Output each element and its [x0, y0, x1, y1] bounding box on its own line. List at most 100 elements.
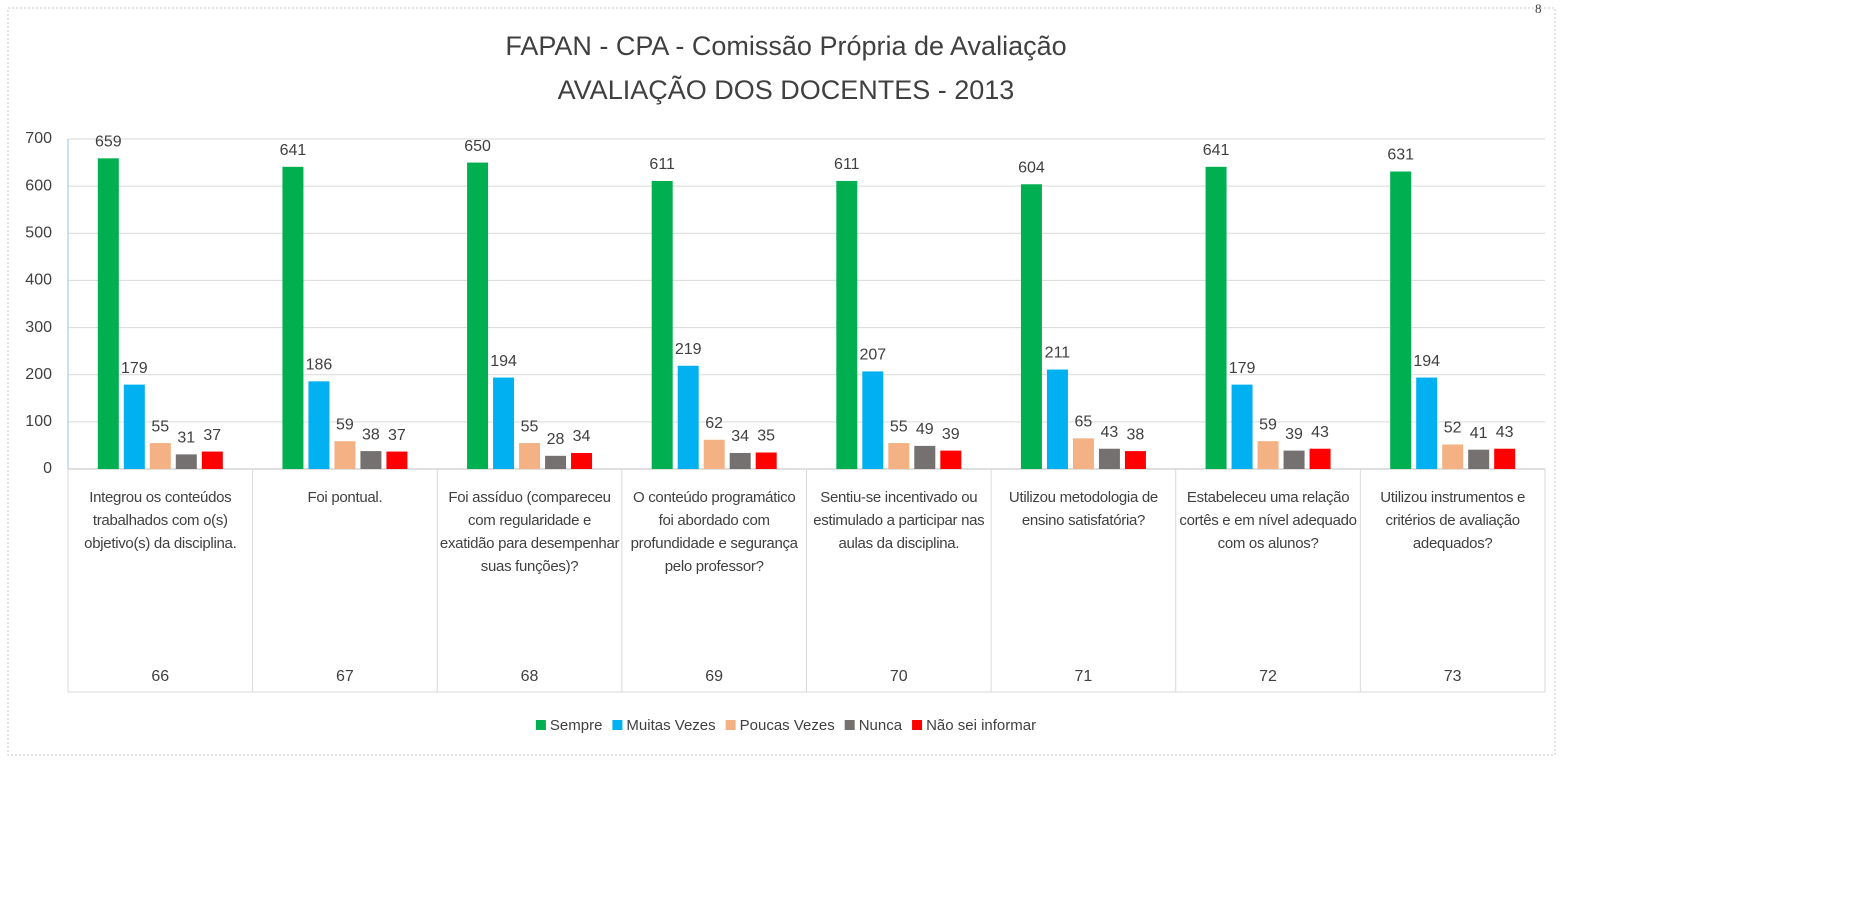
value-label: 211	[1045, 345, 1071, 362]
x-category-code: 71	[1075, 668, 1093, 685]
y-tick-label: 100	[25, 413, 52, 430]
value-label: 194	[1413, 353, 1440, 370]
bar	[545, 455, 567, 469]
bar	[651, 180, 673, 469]
bar	[519, 443, 541, 469]
bar	[836, 180, 858, 469]
legend-label: Sempre	[550, 717, 603, 734]
y-tick-label: 500	[25, 225, 52, 242]
y-tick-label: 600	[25, 177, 52, 194]
x-category-code: 67	[336, 668, 354, 685]
bar	[571, 452, 593, 469]
value-label: 41	[1470, 425, 1488, 442]
value-label: 65	[1075, 414, 1093, 431]
x-category-label: Integrou os conteúdos trabalhados com o(…	[84, 489, 237, 552]
value-label: 186	[306, 357, 333, 374]
value-label: 38	[362, 426, 380, 443]
value-label: 39	[1285, 426, 1303, 443]
bar	[1494, 448, 1516, 469]
bar	[1390, 171, 1412, 469]
value-label: 207	[859, 347, 886, 364]
bar	[703, 439, 725, 469]
bar	[1046, 369, 1068, 469]
value-label: 62	[705, 415, 723, 432]
x-category-code: 72	[1259, 668, 1277, 685]
x-category-label: Foi assíduo (compareceu com regularidade…	[439, 489, 620, 575]
value-label: 38	[1127, 426, 1145, 443]
x-category-code: 70	[890, 668, 908, 685]
value-label: 179	[121, 360, 148, 377]
value-label: 35	[757, 428, 775, 445]
legend-label: Não sei informar	[926, 717, 1036, 734]
value-label: 55	[521, 418, 539, 435]
chart-frame	[7, 7, 1556, 756]
bar	[1205, 166, 1227, 470]
bar	[1231, 384, 1253, 469]
value-label: 641	[1203, 142, 1230, 159]
bar	[360, 451, 382, 469]
value-label: 641	[280, 142, 307, 159]
legend-label: Nunca	[859, 717, 903, 734]
legend-label: Poucas Vezes	[740, 717, 835, 734]
value-label: 219	[675, 341, 702, 358]
value-label: 194	[490, 353, 517, 370]
legend-swatch	[912, 720, 923, 730]
legend-swatch	[612, 720, 623, 730]
legend-label: Muitas Vezes	[626, 717, 715, 734]
bar	[940, 450, 962, 469]
bar	[862, 371, 884, 469]
bar	[1257, 441, 1279, 469]
value-label: 631	[1387, 147, 1414, 164]
bar	[888, 443, 910, 469]
x-category-code: 66	[151, 668, 169, 685]
bar	[1442, 444, 1464, 469]
value-label: 659	[95, 134, 122, 151]
value-label: 59	[1259, 416, 1277, 433]
chart-subtitle: AVALIAÇÃO DOS DOCENTES - 2013	[558, 74, 1015, 105]
bar	[1072, 438, 1094, 469]
bar	[729, 452, 751, 469]
bar	[1020, 184, 1042, 469]
value-label: 604	[1018, 159, 1045, 176]
y-tick-label: 0	[43, 460, 52, 477]
value-label: 28	[547, 431, 565, 448]
value-label: 31	[177, 430, 195, 447]
value-label: 43	[1496, 424, 1514, 441]
chart-title: FAPAN - CPA - Comissão Própria de Avalia…	[505, 31, 1066, 61]
bar	[914, 445, 936, 469]
value-label: 179	[1229, 360, 1256, 377]
value-label: 611	[649, 156, 675, 173]
value-label: 39	[942, 426, 960, 443]
value-label: 43	[1311, 424, 1329, 441]
bar	[1416, 377, 1438, 469]
bar	[467, 162, 489, 470]
y-tick-label: 200	[25, 366, 52, 383]
bar	[1468, 449, 1490, 469]
value-label: 52	[1444, 420, 1462, 437]
x-category-label: Sentiu-se incentivado ou estimulado a pa…	[813, 489, 985, 552]
y-tick-label: 700	[25, 130, 52, 147]
value-label: 34	[731, 428, 749, 445]
x-category-code: 68	[521, 668, 539, 685]
value-label: 55	[890, 418, 908, 435]
value-label: 37	[388, 427, 406, 444]
x-category-label: Foi pontual.	[307, 489, 383, 506]
bar	[97, 158, 119, 470]
value-label: 650	[464, 138, 491, 155]
bar	[175, 454, 197, 469]
bar	[677, 365, 699, 469]
value-label: 611	[834, 156, 860, 173]
x-category-label: Estabeleceu uma relação cortês e em níve…	[1179, 489, 1357, 552]
value-label: 43	[1101, 424, 1119, 441]
legend-swatch	[725, 720, 736, 730]
bar	[1098, 448, 1120, 469]
bar	[201, 451, 223, 469]
x-category-label: O conteúdo programático foi abordado com…	[630, 489, 798, 575]
value-label: 34	[573, 428, 591, 445]
page-label: 8	[1535, 1, 1542, 16]
y-tick-label: 300	[25, 319, 52, 336]
bar	[386, 451, 408, 469]
bar	[308, 381, 330, 469]
bar	[149, 443, 171, 469]
